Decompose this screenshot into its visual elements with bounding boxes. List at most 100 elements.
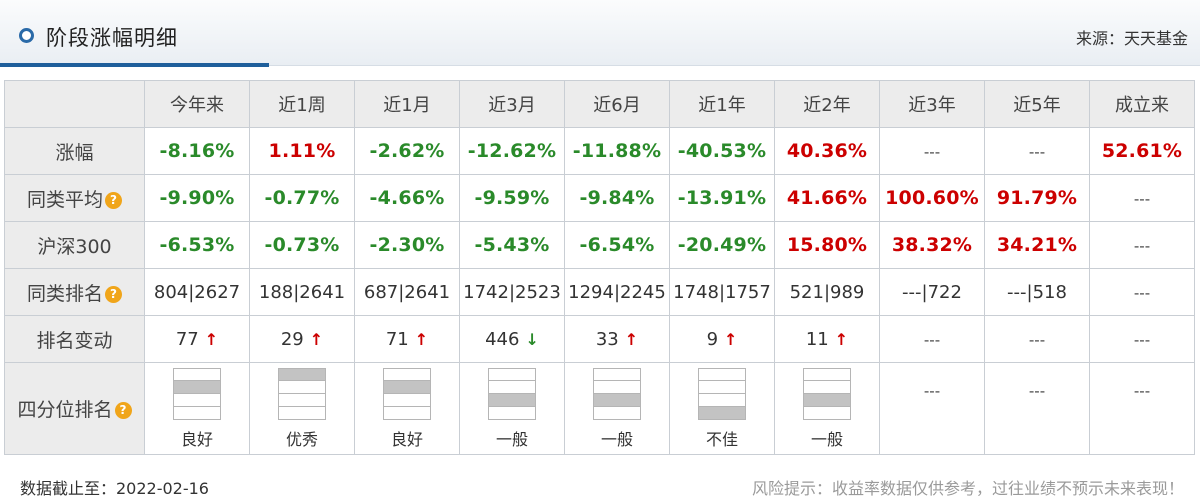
- rank-change-cell: 71 ↑: [354, 315, 460, 363]
- row-label-gain: 涨幅: [4, 127, 145, 175]
- header-accent-bar: [0, 63, 269, 67]
- quartile-label: 优秀: [285, 429, 318, 449]
- value-cell: 41.66%: [774, 174, 880, 222]
- rank-change-cell: 33 ↑: [564, 315, 670, 363]
- value-cell: -9.59%: [459, 174, 565, 222]
- rank-change-value: 77: [175, 328, 199, 350]
- rank-cell: 1294|2245: [564, 268, 670, 316]
- risk-notice: 风险提示：收益率数据仅供参考，过往业绩不预示未来表现！: [751, 479, 1184, 498]
- question-circle-icon[interactable]: ?: [105, 285, 122, 303]
- quartile-cell: 不佳: [669, 362, 775, 455]
- value-cell: -40.53%: [669, 127, 775, 175]
- column-header: 成立来: [1089, 80, 1195, 128]
- arrow-up-icon: ↑: [624, 329, 639, 349]
- question-circle-icon[interactable]: ?: [114, 402, 132, 419]
- quartile-block: 一般: [566, 367, 669, 450]
- rank-change-value: 29: [280, 328, 304, 350]
- rank-cell: 1748|1757: [669, 268, 775, 316]
- value-cell: -9.90%: [144, 174, 250, 222]
- rank-value: ---|518: [1007, 281, 1067, 303]
- value-cell: -6.53%: [144, 221, 250, 269]
- quartile-segment: [384, 394, 430, 407]
- rank-change-value: 9: [706, 328, 719, 350]
- empty-value: ---: [1133, 236, 1151, 255]
- corner-cell: [4, 80, 145, 128]
- quartile-segment: [489, 407, 535, 419]
- quartile-segment: [699, 381, 745, 394]
- page-title: 阶段涨幅明细: [46, 26, 178, 50]
- percent-value: 38.32%: [891, 234, 973, 256]
- quartile-segment: [279, 381, 325, 394]
- rank-change-value: 33: [595, 328, 619, 350]
- quartile-cell: ---: [879, 362, 985, 455]
- quartile-segment: [384, 407, 430, 419]
- empty-value: ---: [923, 142, 941, 161]
- arrow-up-icon: ↑: [204, 329, 219, 349]
- empty-value: ---: [1133, 189, 1151, 208]
- row-label-text: 同类排名: [26, 282, 103, 305]
- value-cell: -5.43%: [459, 221, 565, 269]
- arrow-up-icon: ↑: [834, 329, 849, 349]
- value-cell: -11.88%: [564, 127, 670, 175]
- title-circle-icon: [19, 28, 34, 43]
- value-cell: -0.73%: [249, 221, 355, 269]
- row-label-csi300: 沪深300: [4, 221, 145, 269]
- rank-value: ---: [1133, 283, 1151, 302]
- data-cutoff-date: 数据截止至：2022-02-16: [20, 479, 209, 498]
- rank-change-cell: ---: [1089, 315, 1195, 363]
- percent-value: -6.54%: [579, 234, 655, 256]
- percent-value: 1.11%: [268, 140, 336, 162]
- column-header: 近1月: [354, 80, 460, 128]
- quartile-segment: [279, 368, 325, 382]
- rank-change-value: 11: [805, 328, 829, 350]
- performance-table: 今年来 近1周 近1月 近3月 近6月 近1年 近2年 近3年 近5年 成立来 涨幅 -8.16%…: [4, 80, 1195, 455]
- quartile-label: 一般: [495, 429, 528, 449]
- quartile-label: 不佳: [705, 429, 738, 449]
- quartile-segment: [699, 369, 745, 382]
- percent-value: -40.53%: [677, 140, 767, 162]
- row-label-peer-rank: 同类排名?: [4, 268, 145, 316]
- rank-change-cell: 29 ↑: [249, 315, 355, 363]
- column-header-row: 今年来 近1周 近1月 近3月 近6月 近1年 近2年 近3年 近5年 成立来: [4, 80, 1195, 128]
- empty-value: ---: [1133, 382, 1151, 400]
- percent-value: -2.30%: [369, 234, 445, 256]
- value-cell: -4.66%: [354, 174, 460, 222]
- quartile-segment: [804, 394, 850, 407]
- row-label-rank-change: 排名变动: [4, 315, 145, 363]
- quartile-segment: [384, 369, 430, 382]
- percent-value: -5.43%: [474, 234, 550, 256]
- row-peer-rank: 同类排名? 804|2627 188|2641 687|2641 1742|2523 1…: [4, 268, 1195, 316]
- rank-change-cell: 77 ↑: [144, 315, 250, 363]
- quartile-block: 良好: [146, 367, 249, 450]
- rank-cell: 188|2641: [249, 268, 355, 316]
- quartile-segment: [384, 381, 430, 394]
- percent-value: -0.77%: [264, 187, 340, 209]
- rank-cell: ---|518: [984, 268, 1090, 316]
- quartile-bar-icon: [593, 367, 641, 420]
- quartile-block: 不佳: [671, 367, 774, 450]
- quartile-segment: [804, 381, 850, 394]
- percent-value: 100.60%: [885, 187, 979, 209]
- percent-value: 52.61%: [1101, 140, 1183, 162]
- value-cell: 40.36%: [774, 127, 880, 175]
- rank-cell: 687|2641: [354, 268, 460, 316]
- arrow-down-icon: ↓: [525, 329, 539, 349]
- quartile-segment: [279, 407, 325, 419]
- question-circle-icon[interactable]: ?: [105, 191, 122, 209]
- value-cell: 34.21%: [984, 221, 1090, 269]
- percent-value: -11.88%: [572, 140, 662, 162]
- rank-change-value: ---: [923, 330, 941, 349]
- panel-header: 阶段涨幅明细 来源：天天基金: [0, 0, 1200, 66]
- row-csi300: 沪深300 -6.53% -0.73% -2.30% -5.43% -6.54% -20.…: [4, 221, 1195, 269]
- empty-value: ---: [1028, 142, 1046, 161]
- data-source: 来源：天天基金: [1075, 29, 1188, 48]
- column-header: 近2年: [774, 80, 880, 128]
- quartile-segment: [594, 369, 640, 382]
- row-peer-average: 同类平均? -9.90% -0.77% -4.66% -9.59% -9.84% -13.…: [4, 174, 1195, 222]
- quartile-segment: [699, 406, 745, 419]
- quartile-segment: [489, 369, 535, 382]
- quartile-bar-icon: [698, 367, 746, 420]
- percent-value: -8.16%: [159, 140, 235, 162]
- rank-change-cell: ---: [879, 315, 985, 363]
- arrow-up-icon: ↑: [414, 329, 429, 349]
